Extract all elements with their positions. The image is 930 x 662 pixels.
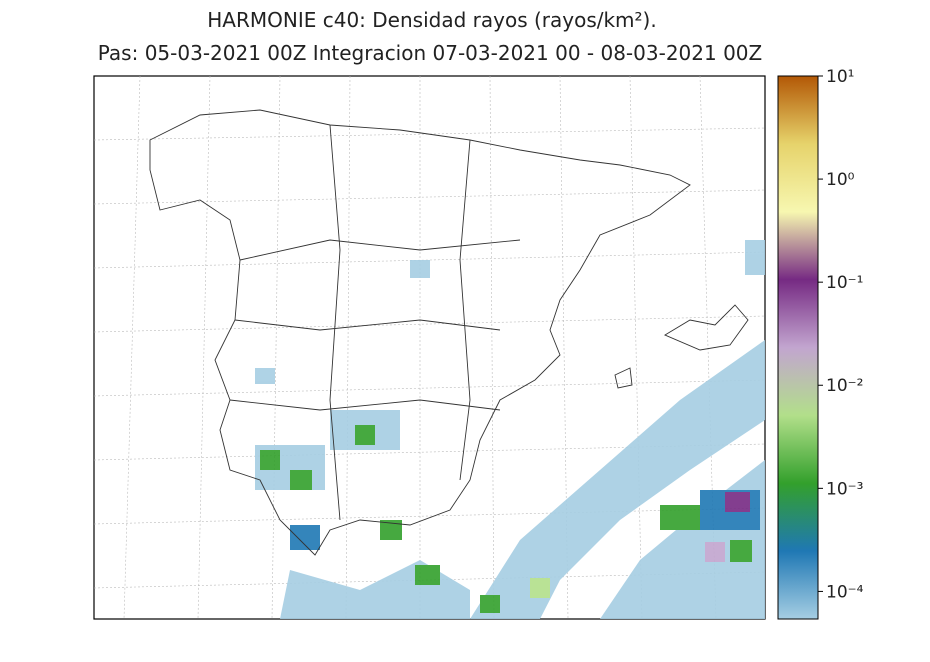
- colorbar-tick-label: 10¹: [826, 67, 854, 87]
- coastline: [149, 109, 749, 556]
- colorbar-tick-label: 10⁻³: [826, 479, 863, 499]
- map-frame: [93, 75, 766, 620]
- colorbar-tick-label: 10⁰: [826, 170, 855, 190]
- colorbar: 10⁻⁴ 10⁻³ 10⁻² 10⁻¹ 10⁰ 10¹: [777, 67, 864, 620]
- colorbar-tick-label: 10⁻²: [826, 376, 863, 396]
- colorbar-scale: [777, 75, 819, 620]
- title-line: Pas: 05-03-2021 00Z Integracion 07-03-20…: [98, 41, 762, 65]
- title-line: HARMONIE c40: Densidad rayos (rayos/km²)…: [207, 8, 656, 32]
- colorbar-tick-label: 10⁻¹: [826, 273, 863, 293]
- colorbar-tick-label: 10⁻⁴: [826, 582, 864, 602]
- map-panel: [93, 75, 766, 620]
- precip-field: [255, 240, 765, 619]
